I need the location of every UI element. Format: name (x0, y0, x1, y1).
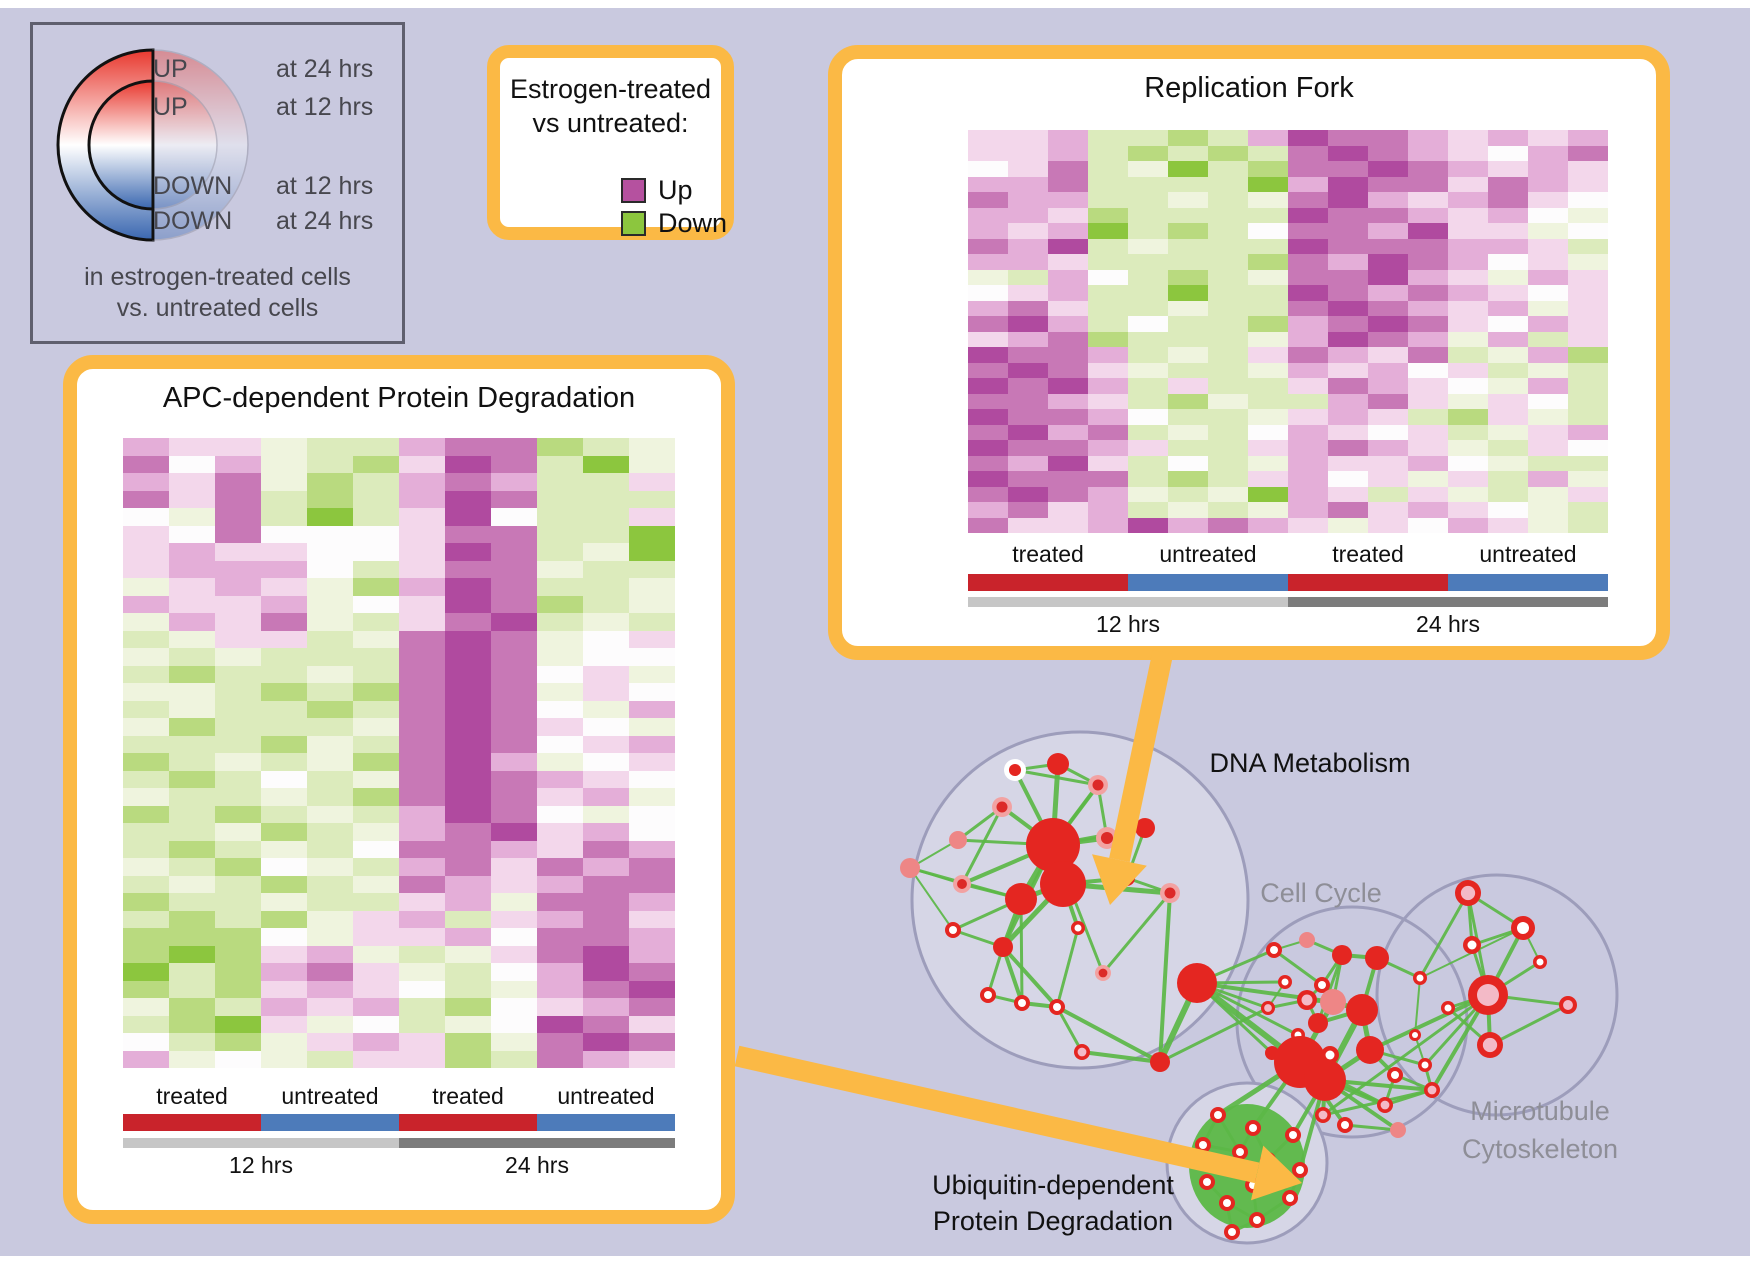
cluster-label-ubiquitin-line1: Ubiquitin-dependent (932, 1170, 1174, 1200)
up-color-swatch (621, 178, 646, 203)
legend-time-12b: at 12 hrs (276, 172, 374, 200)
apc-time-12hrs-label: 12 hrs (229, 1152, 293, 1178)
repfork-time-bar (968, 597, 1608, 607)
repfork-group-treated-24: treated (1332, 541, 1404, 567)
repfork-bar-24hrs (1288, 597, 1608, 607)
repfork-heatmap (968, 130, 1608, 533)
repfork-time-12hrs-label: 12 hrs (1096, 611, 1160, 637)
legend-caption-line2: vs. untreated cells (116, 294, 319, 322)
legend-dir-up-12: UP (153, 93, 188, 121)
apc-group-treated-12: treated (156, 1083, 228, 1109)
apc-condition-bar (123, 1114, 675, 1131)
cluster-label-cell-cycle: Cell Cycle (1260, 878, 1382, 908)
repfork-group-treated-12: treated (1012, 541, 1084, 567)
concentric-updown-gradient-icon (56, 48, 249, 242)
repfork-bar-12hrs (968, 597, 1288, 607)
apc-group-untreated-12: untreated (281, 1083, 379, 1109)
apc-bar-12hrs (123, 1138, 399, 1148)
repfork-group-untreated-12: untreated (1159, 541, 1257, 567)
legend-dir-up-24: UP (153, 55, 188, 83)
estrogen-legend-title-line2: vs untreated: (532, 108, 689, 138)
cluster-label-microtubule-line2: Cytoskeleton (1461, 1134, 1619, 1164)
up-label: Up (658, 175, 693, 205)
down-color-swatch (621, 211, 646, 236)
cluster-label-ubiquitin-line2: Protein Degradation (932, 1206, 1174, 1236)
apc-bar-treated-12 (123, 1114, 261, 1131)
repfork-bar-treated-24 (1288, 574, 1448, 591)
repfork-group-untreated-24: untreated (1479, 541, 1577, 567)
legend-time-24b: at 24 hrs (276, 207, 374, 235)
repfork-bar-untreated-12 (1128, 574, 1288, 591)
apc-bar-24hrs (399, 1138, 675, 1148)
apc-panel-title: APC-dependent Protein Degradation (162, 382, 636, 414)
legend-dir-down-24: DOWN (153, 207, 233, 235)
cluster-label-dna-metabolism: DNA Metabolism (1209, 748, 1411, 778)
apc-heatmap (123, 438, 675, 1068)
apc-bar-untreated-24 (537, 1114, 675, 1131)
legend-time-12: at 12 hrs (276, 93, 374, 121)
legend-time-24: at 24 hrs (276, 55, 374, 83)
apc-bar-untreated-12 (261, 1114, 399, 1131)
estrogen-updown-legend: Estrogen-treated vs untreated: Up Down (487, 45, 734, 240)
estrogen-legend-title-line1: Estrogen-treated (509, 74, 712, 104)
repfork-bar-treated-12 (968, 574, 1128, 591)
apc-time-bar (123, 1138, 675, 1148)
legend-caption-line1: in estrogen-treated cells (84, 263, 351, 291)
apc-group-treated-24: treated (432, 1083, 504, 1109)
apc-time-24hrs-label: 24 hrs (505, 1152, 569, 1178)
updown-time-legend: UP at 24 hrs UP at 12 hrs DOWN at 12 hrs… (30, 22, 405, 344)
down-label: Down (658, 208, 728, 238)
repfork-time-24hrs-label: 24 hrs (1416, 611, 1480, 637)
cluster-label-microtubule-line1: Microtubule (1470, 1096, 1610, 1126)
apc-bar-treated-24 (399, 1114, 537, 1131)
repfork-bar-untreated-24 (1448, 574, 1608, 591)
repfork-condition-bar (968, 574, 1608, 591)
apc-group-untreated-24: untreated (557, 1083, 655, 1109)
repfork-panel-title: Replication Fork (1144, 72, 1354, 104)
legend-dir-down-12: DOWN (153, 172, 233, 200)
